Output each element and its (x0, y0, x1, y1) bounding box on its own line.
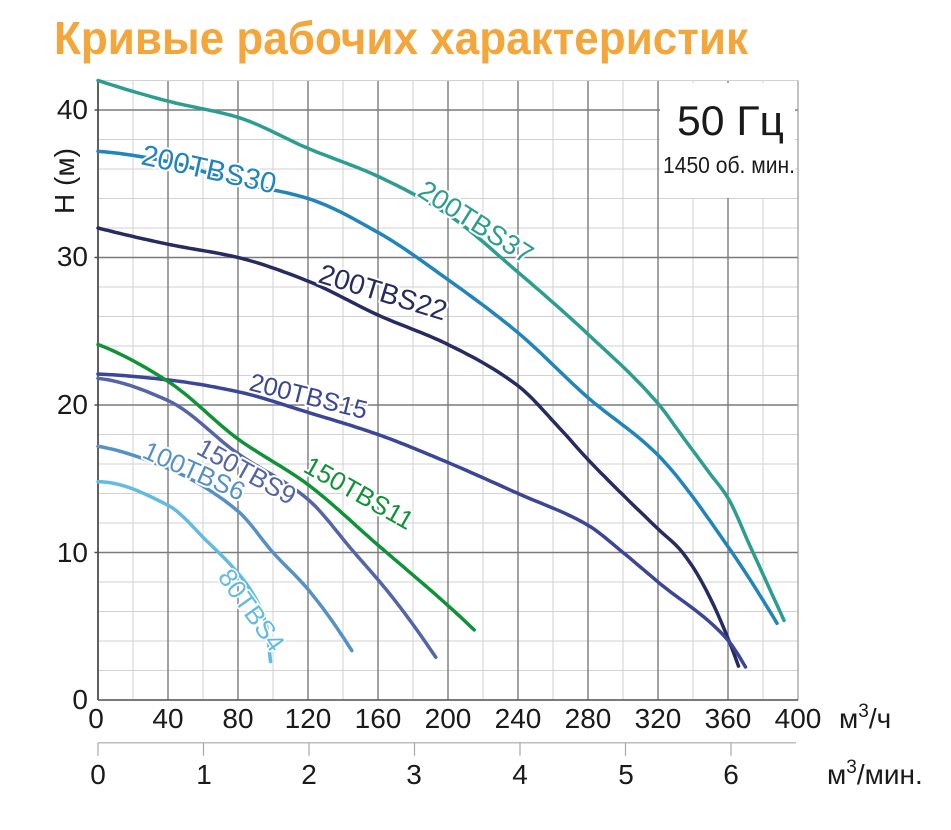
svg-text:1450 об. мин.: 1450 об. мин. (663, 152, 795, 178)
svg-text:1: 1 (196, 759, 212, 790)
svg-text:120: 120 (285, 703, 332, 734)
svg-text:Н (м): Н (м) (49, 148, 80, 214)
svg-text:м3/ч: м3/ч (839, 701, 891, 734)
svg-text:280: 280 (565, 703, 612, 734)
svg-text:160: 160 (355, 703, 402, 734)
svg-text:4: 4 (512, 759, 528, 790)
svg-text:0: 0 (72, 684, 88, 715)
svg-text:50 Гц: 50 Гц (677, 97, 784, 144)
svg-text:360: 360 (705, 703, 752, 734)
svg-text:10: 10 (57, 537, 88, 568)
svg-text:30: 30 (57, 241, 88, 272)
svg-text:240: 240 (495, 703, 542, 734)
svg-text:0: 0 (90, 759, 106, 790)
svg-text:Кривые рабочих характеристик: Кривые рабочих характеристик (54, 12, 749, 64)
svg-text:3: 3 (406, 759, 422, 790)
svg-text:м3/мин.: м3/мин. (827, 757, 923, 790)
svg-text:2: 2 (301, 759, 317, 790)
svg-text:80: 80 (222, 703, 253, 734)
svg-text:200: 200 (425, 703, 472, 734)
svg-text:40: 40 (152, 703, 183, 734)
svg-text:40: 40 (57, 94, 88, 125)
svg-text:20: 20 (57, 389, 88, 420)
svg-text:0: 0 (88, 703, 104, 734)
svg-text:5: 5 (618, 759, 634, 790)
svg-text:400: 400 (775, 703, 822, 734)
svg-text:320: 320 (635, 703, 682, 734)
svg-text:6: 6 (723, 759, 739, 790)
